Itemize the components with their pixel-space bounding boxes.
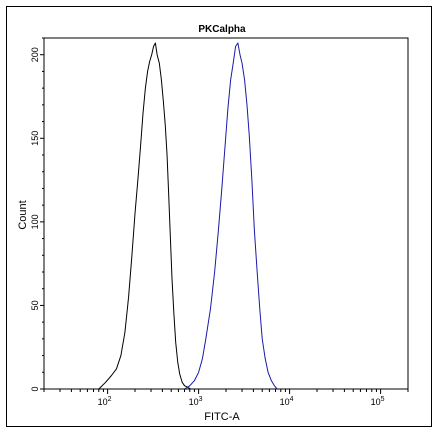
y-tick-label: 50 [30,300,40,310]
x-tick-label: 105 [371,396,385,407]
chart-title: PKCalpha [198,24,246,35]
x-tick-label: 103 [189,396,203,407]
plot-frame [6,6,432,427]
y-tick-label: 0 [30,386,40,391]
x-tick-label: 104 [280,396,294,407]
plot-area [43,37,409,390]
y-tick-label: 100 [30,214,40,229]
histogram-series-1 [98,42,192,390]
y-axis-label: Count [17,200,29,229]
y-tick-label: 150 [30,131,40,146]
y-tick-label: 200 [30,47,40,62]
x-tick-label: 102 [98,396,112,407]
histogram-series-2 [184,42,278,390]
x-axis-label: FITC-A [204,411,240,423]
